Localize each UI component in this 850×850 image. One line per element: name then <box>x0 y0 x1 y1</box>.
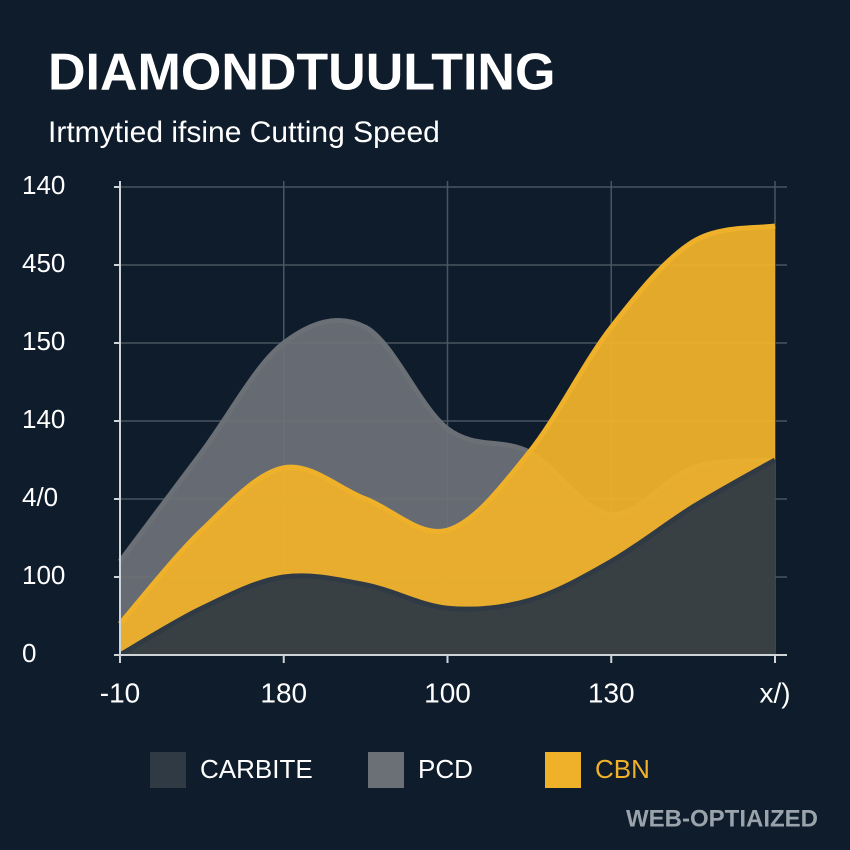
area-line <box>118 223 776 626</box>
y-tick-label: 0 <box>22 638 36 668</box>
area-line <box>118 457 777 658</box>
y-tick-label: 140 <box>22 404 65 434</box>
x-tick-label: x/) <box>759 677 790 708</box>
legend-label: PCD <box>418 754 473 784</box>
legend-swatch <box>545 752 581 788</box>
y-tick-label: 150 <box>22 326 65 356</box>
y-tick-label: 100 <box>22 560 65 590</box>
x-tick-label: 180 <box>260 677 307 708</box>
footer: WEB-OPTIAIZED <box>626 805 818 832</box>
area <box>120 226 775 655</box>
legend-swatch <box>150 752 186 788</box>
legend-swatch <box>368 752 404 788</box>
y-tick-label: 450 <box>22 248 65 278</box>
y-tick-label: 4/0 <box>22 482 58 512</box>
legend-label: CBN <box>595 754 650 784</box>
chart-title: DIAMONDTUULTING <box>48 44 555 102</box>
area <box>120 460 775 655</box>
y-tick-label: 140 <box>22 170 65 200</box>
x-tick-label: 100 <box>424 677 471 708</box>
legend-label: CARBITE <box>200 754 313 784</box>
x-tick-label: -10 <box>100 677 140 708</box>
chart-subtitle: Irtmytied ifsine Cutting Speed <box>48 116 440 149</box>
x-tick-label: 130 <box>588 677 635 708</box>
